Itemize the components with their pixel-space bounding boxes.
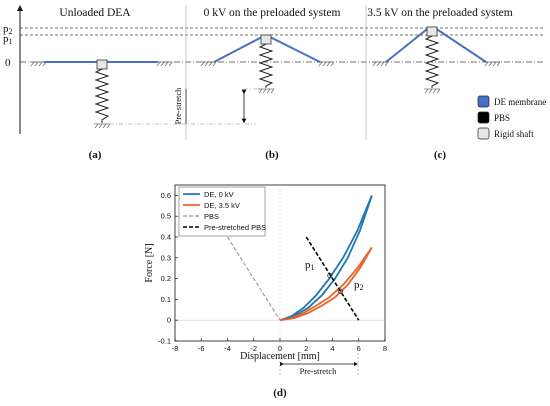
spring-ground-c [424, 88, 441, 94]
plot-legend: DE, 0 kV DE, 3.5 kV PBS Pre-stretched PB… [178, 186, 266, 237]
plot-ticks: -8 -6 -4 -2 0 2 4 6 8 -0.1 0 0.1 0.2 0.3 0.4 0.5 0.6 [158, 191, 387, 353]
x-tick-label: 6 [357, 344, 361, 353]
legend-label-pbs: PBS [494, 113, 510, 123]
plot-series [227, 195, 373, 322]
panel-a [30, 59, 256, 129]
legend-label-pbs-plot: PBS [204, 212, 219, 221]
panel-label-b: (b) [265, 149, 279, 161]
p2-axis-label: p2 [3, 23, 13, 36]
series-de-0kv [279, 195, 373, 322]
legend-label-de-0kv: DE, 0 kV [204, 190, 234, 199]
y-axis-label: Force [N] [144, 243, 155, 282]
ground-hatch-left-c [372, 61, 389, 67]
y-tick-label: 0.2 [161, 274, 171, 283]
legend-label-de-35kv: DE, 3.5 kV [204, 201, 240, 210]
x-tick-label: -8 [172, 344, 179, 353]
ground-hatch-right-b [318, 61, 335, 67]
legend-swatch-de-membrane [477, 95, 490, 108]
top-diagram: p2 p1 0 Unloaded DEA 0 kV on the preload… [3, 5, 546, 161]
panel-b: Pre-stretch [173, 34, 335, 125]
pbs-spring-a [94, 68, 110, 123]
y-tick-label: 0.4 [161, 233, 171, 242]
force-displacement-plot: -8 -6 -4 -2 0 2 4 6 8-0.100.10.20.30.40.50.6 p1 … [144, 184, 387, 399]
panel-label-c: (c) [434, 149, 447, 161]
ground-hatch-left-a [30, 61, 47, 67]
legend-label-de-membrane: DE membrane [494, 97, 546, 107]
prestretch-plot-label: Pre-stretch [300, 366, 338, 376]
rigid-shaft-a [96, 59, 108, 70]
x-tick-label: 2 [304, 344, 308, 353]
p1-plot-label: p1 [305, 259, 315, 272]
zero-axis-label: 0 [5, 57, 11, 69]
panel-label-d: (d) [273, 387, 287, 399]
p2-intersection-marker [337, 288, 343, 294]
prestretch-label-top: Pre-stretch [173, 87, 183, 125]
panel-c [372, 26, 501, 94]
rigid-shaft-c [426, 26, 438, 37]
y-tick-label: 0.5 [161, 212, 171, 221]
y-tick-label: 0.3 [161, 253, 171, 262]
top-legend: DE membrane PBS Rigid shaft [477, 95, 546, 140]
legend-swatch-pbs [477, 111, 490, 124]
ground-hatch-left-b [200, 61, 217, 67]
p2-annotation: p2 [354, 279, 364, 292]
y-tick-label: 0.6 [161, 191, 171, 200]
panel-b-title: 0 kV on the preloaded system [204, 7, 341, 19]
y-tick-label: -0.1 [158, 337, 171, 346]
ground-hatch-right-c [484, 61, 501, 67]
x-tick-label: 4 [330, 344, 334, 353]
x-tick-label: 0 [278, 344, 282, 353]
legend-label-prestretched-pbs: Pre-stretched PBS [204, 223, 266, 232]
legend-swatch-rigid-shaft [477, 127, 490, 140]
y-tick-label: 0.1 [161, 295, 171, 304]
y-tick-label: 0 [167, 316, 171, 325]
series-pbs [227, 236, 281, 321]
series-prestretched-pbs [305, 236, 360, 321]
x-tick-label: -2 [250, 344, 257, 353]
p1-annotation: p1 [305, 259, 315, 272]
legend-label-rigid-shaft: Rigid shaft [494, 129, 534, 139]
x-tick-label: -6 [198, 344, 205, 353]
panel-a-title: Unloaded DEA [59, 7, 131, 19]
series-de-35kv [279, 246, 373, 322]
spring-ground-a [94, 123, 111, 129]
rigid-shaft-b [260, 34, 272, 45]
x-axis-label: Displacement [mm] [240, 351, 320, 362]
panel-label-a: (a) [89, 149, 102, 161]
p2-plot-label: p2 [354, 279, 364, 292]
p1-axis-label: p1 [3, 33, 13, 46]
x-tick-label: -4 [224, 344, 231, 353]
x-tick-label: 8 [383, 344, 387, 353]
p1-intersection-marker [327, 272, 333, 279]
plot-legend-box [178, 186, 266, 237]
pbs-spring-b [258, 43, 274, 88]
panel-c-title: 3.5 kV on the preloaded system [367, 7, 512, 19]
pbs-spring-c [424, 35, 440, 88]
ground-hatch-right-a [156, 61, 173, 67]
spring-ground-b [258, 88, 275, 94]
